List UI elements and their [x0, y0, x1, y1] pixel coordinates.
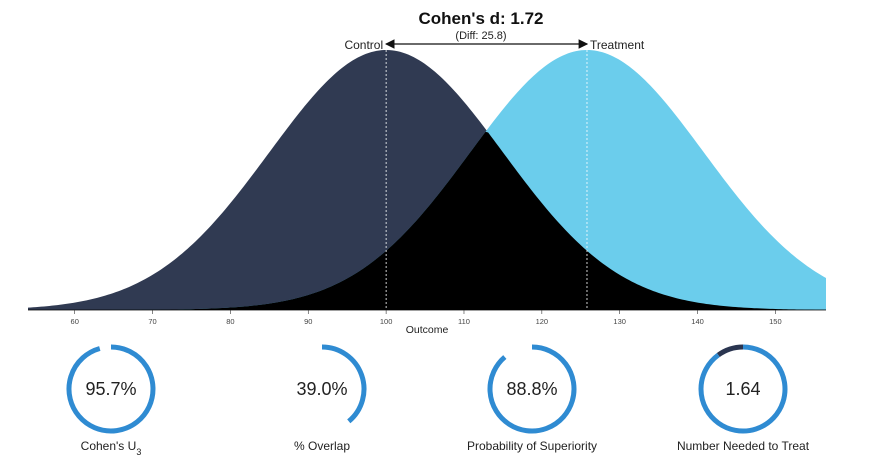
x-axis-label: Outcome [406, 324, 449, 336]
x-tick-label: 100 [380, 317, 393, 326]
control-distribution-area [28, 50, 826, 310]
x-tick-label: 110 [458, 317, 470, 326]
x-tick-label: 70 [148, 317, 156, 326]
treatment-distribution-area [28, 50, 826, 310]
gauge-remainder-arc [716, 344, 744, 358]
gauge-value: 95.7% [85, 379, 136, 399]
metric-gauge: 95.7% Cohen's U3 [66, 344, 156, 457]
x-tick-label: 90 [304, 317, 312, 326]
gauge-label-subscript: 3 [136, 447, 141, 457]
gauge-label: Number Needed to Treat [677, 439, 810, 453]
control-label: Control [344, 38, 383, 52]
gauge-label: Probability of Superiority [467, 439, 597, 453]
gauge-value: 88.8% [506, 379, 557, 399]
gauge-label: % Overlap [294, 439, 350, 453]
x-tick-label: 150 [769, 317, 782, 326]
metric-gauges: 95.7% Cohen's U3 39.0% % Overlap 88.8% Probab… [66, 344, 810, 457]
x-axis-ticks: 60 70 80 90 100 110 120 130 140 150 [71, 310, 782, 326]
gauge-arc [487, 344, 577, 434]
gauge-arc [698, 344, 788, 434]
x-tick-label: 120 [536, 317, 549, 326]
metric-gauge: 39.0% % Overlap [294, 344, 367, 453]
gauge-value: 1.64 [725, 379, 760, 399]
chart-title: Cohen's d: 1.72 [419, 9, 544, 28]
metric-gauge: 1.64 Number Needed to Treat [677, 344, 810, 453]
gauge-arc [321, 344, 367, 424]
x-tick-label: 60 [71, 317, 79, 326]
gauge-value: 39.0% [296, 379, 347, 399]
metric-gauge: 88.8% Probability of Superiority [467, 344, 597, 453]
overlap-area [28, 131, 826, 310]
gauge-label: Cohen's U3 [81, 439, 142, 457]
x-tick-label: 140 [691, 317, 704, 326]
x-tick-label: 130 [613, 317, 626, 326]
gauge-arc [66, 344, 156, 434]
treatment-label: Treatment [590, 38, 645, 52]
x-tick-label: 80 [226, 317, 234, 326]
chart-subtitle: (Diff: 25.8) [455, 30, 506, 42]
